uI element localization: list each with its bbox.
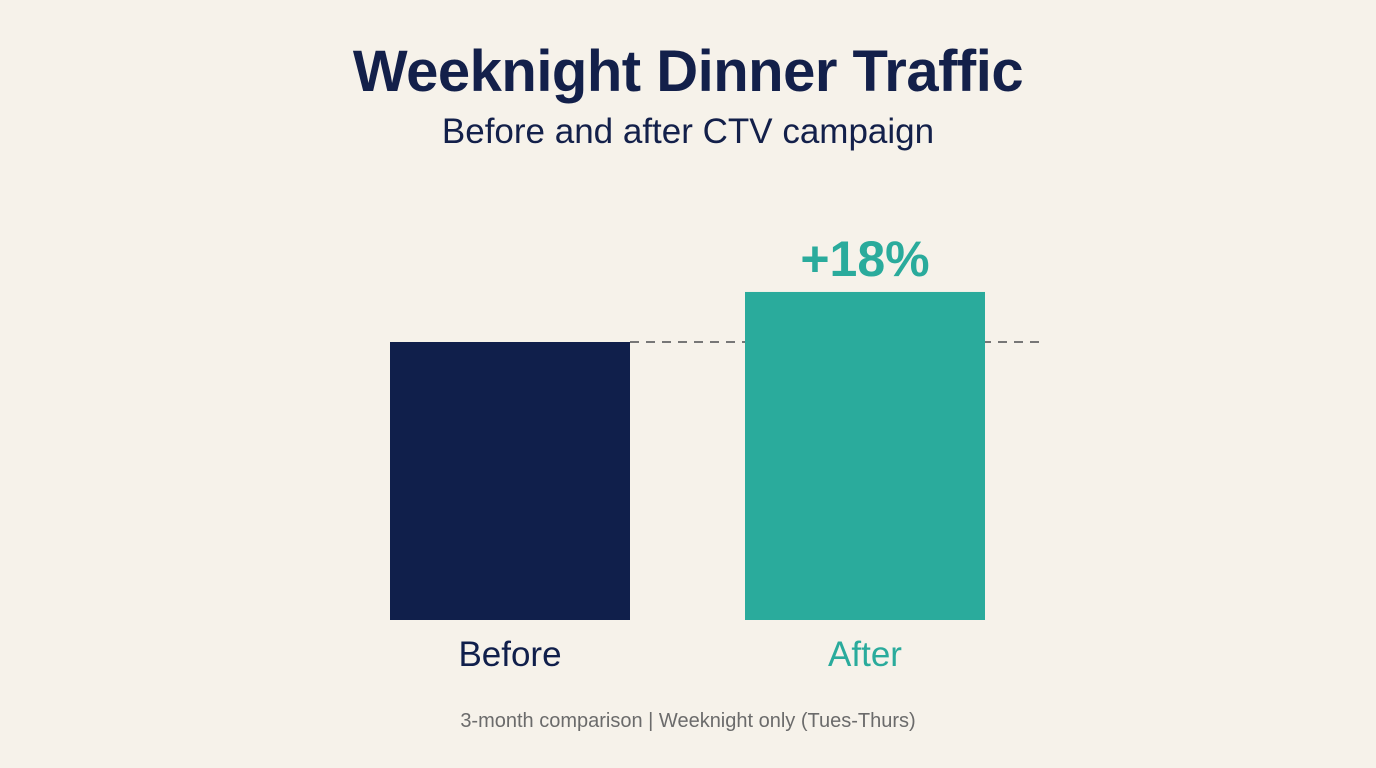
category-label-after: After [828,635,902,674]
chart-footnote: 3-month comparison | Weeknight only (Tue… [460,710,916,732]
bar-after [745,291,985,620]
chart-subtitle: Before and after CTV campaign [441,112,935,151]
chart-title: Weeknight Dinner Traffic [352,39,1024,104]
change-annotation: +18% [800,231,929,287]
category-label-before: Before [458,635,561,674]
bar-before [390,342,630,620]
